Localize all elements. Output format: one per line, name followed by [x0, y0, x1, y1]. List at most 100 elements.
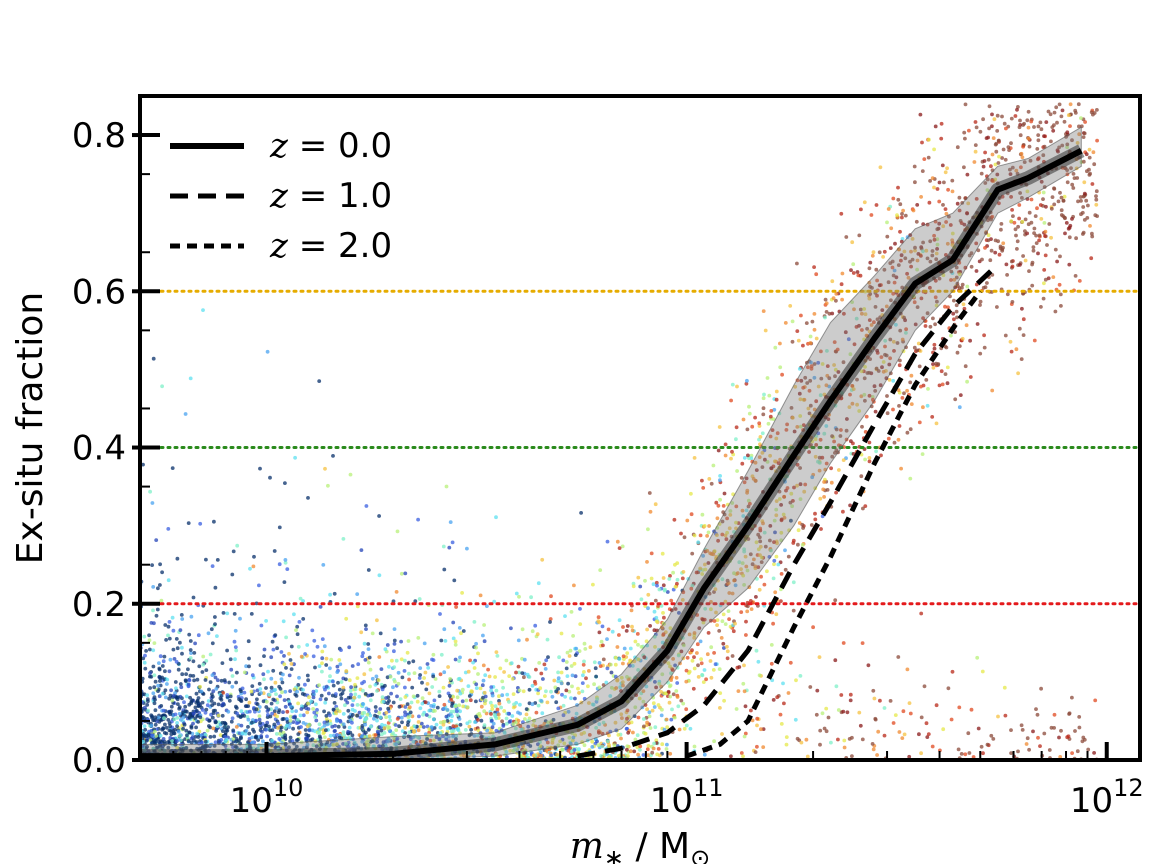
scatter-point	[219, 694, 224, 698]
scatter-point	[824, 424, 829, 428]
scatter-point	[869, 213, 874, 217]
scatter-point	[958, 393, 963, 397]
scatter-point	[882, 249, 887, 254]
scatter-point	[943, 372, 948, 376]
scatter-point	[353, 709, 357, 713]
scatter-point	[1075, 176, 1080, 180]
scatter-point	[1019, 151, 1024, 156]
scatter-point	[761, 309, 766, 313]
scatter-point	[848, 698, 853, 703]
scatter-point	[1035, 147, 1040, 151]
scatter-point	[939, 369, 944, 374]
scatter-point	[594, 674, 598, 679]
scatter-point	[600, 624, 605, 629]
scatter-point	[153, 729, 157, 734]
scatter-point	[744, 381, 749, 386]
scatter-point	[288, 735, 293, 740]
scatter-point	[283, 558, 288, 562]
scatter-point	[950, 243, 955, 247]
scatter-point	[836, 708, 841, 712]
scatter-point	[715, 516, 720, 521]
scatter-point	[813, 437, 818, 442]
scatter-point	[560, 692, 564, 697]
scatter-point	[742, 456, 747, 460]
scatter-point	[476, 651, 480, 656]
scatter-point	[937, 383, 942, 388]
scatter-point	[431, 652, 436, 657]
scatter-point	[646, 744, 651, 748]
scatter-point	[536, 691, 540, 696]
scatter-point	[957, 344, 962, 348]
scatter-point	[868, 260, 873, 265]
scatter-point	[282, 662, 287, 667]
scatter-point	[933, 124, 938, 129]
scatter-point	[322, 723, 327, 728]
scatter-point	[199, 689, 204, 694]
scatter-point	[671, 587, 676, 592]
scatter-point	[441, 722, 446, 727]
scatter-point	[366, 728, 371, 732]
scatter-point	[1000, 248, 1005, 253]
scatter-point	[826, 417, 831, 421]
scatter-point	[552, 678, 557, 683]
scatter-point	[264, 727, 268, 732]
scatter-point	[437, 694, 442, 698]
scatter-point	[255, 697, 259, 702]
scatter-point	[722, 491, 727, 496]
scatter-point	[748, 552, 753, 557]
scatter-point	[867, 318, 872, 322]
scatter-point	[289, 644, 294, 649]
scatter-point	[374, 709, 378, 713]
scatter-point	[582, 641, 587, 646]
scatter-point	[198, 715, 203, 720]
scatter-point	[257, 583, 261, 588]
scatter-point	[571, 634, 575, 638]
scatter-point	[311, 654, 316, 659]
scatter-point	[332, 591, 337, 596]
scatter-point	[715, 618, 720, 622]
scatter-point	[483, 673, 488, 678]
scatter-point	[822, 431, 827, 436]
scatter-point	[692, 666, 697, 671]
scatter-point	[645, 720, 649, 725]
scatter-point	[1085, 216, 1090, 220]
scatter-point	[600, 744, 605, 749]
scatter-point	[613, 720, 618, 725]
scatter-point	[768, 524, 773, 528]
scatter-point	[872, 696, 877, 701]
scatter-point	[972, 160, 977, 164]
scatter-point	[167, 728, 172, 733]
scatter-point	[169, 688, 174, 693]
scatter-point	[908, 259, 912, 264]
scatter-point	[834, 427, 839, 432]
scatter-point	[920, 169, 925, 174]
scatter-point	[560, 747, 565, 752]
scatter-point	[773, 345, 778, 350]
scatter-point	[1057, 735, 1061, 740]
scatter-point	[221, 691, 226, 695]
scatter-point	[442, 706, 446, 711]
scatter-point	[522, 675, 526, 680]
scatter-point	[1014, 233, 1018, 238]
scatter-point	[388, 718, 393, 723]
scatter-point	[891, 378, 896, 383]
scatter-point	[570, 684, 574, 689]
scatter-point	[181, 715, 186, 720]
scatter-point	[313, 715, 318, 719]
scatter-point	[699, 657, 703, 661]
scatter-point	[982, 345, 987, 350]
scatter-point	[338, 662, 343, 667]
scatter-point	[841, 709, 846, 714]
scatter-point	[356, 662, 361, 667]
scatter-point	[962, 130, 967, 135]
scatter-point	[278, 694, 282, 699]
scatter-point	[348, 472, 353, 477]
scatter-point	[1062, 119, 1067, 124]
scatter-point	[1006, 145, 1011, 150]
scatter-point	[769, 661, 774, 666]
scatter-point	[1017, 216, 1021, 221]
scatter-point	[1019, 357, 1024, 361]
scatter-point	[234, 706, 239, 710]
scatter-point	[169, 704, 174, 709]
scatter-point	[355, 713, 360, 718]
